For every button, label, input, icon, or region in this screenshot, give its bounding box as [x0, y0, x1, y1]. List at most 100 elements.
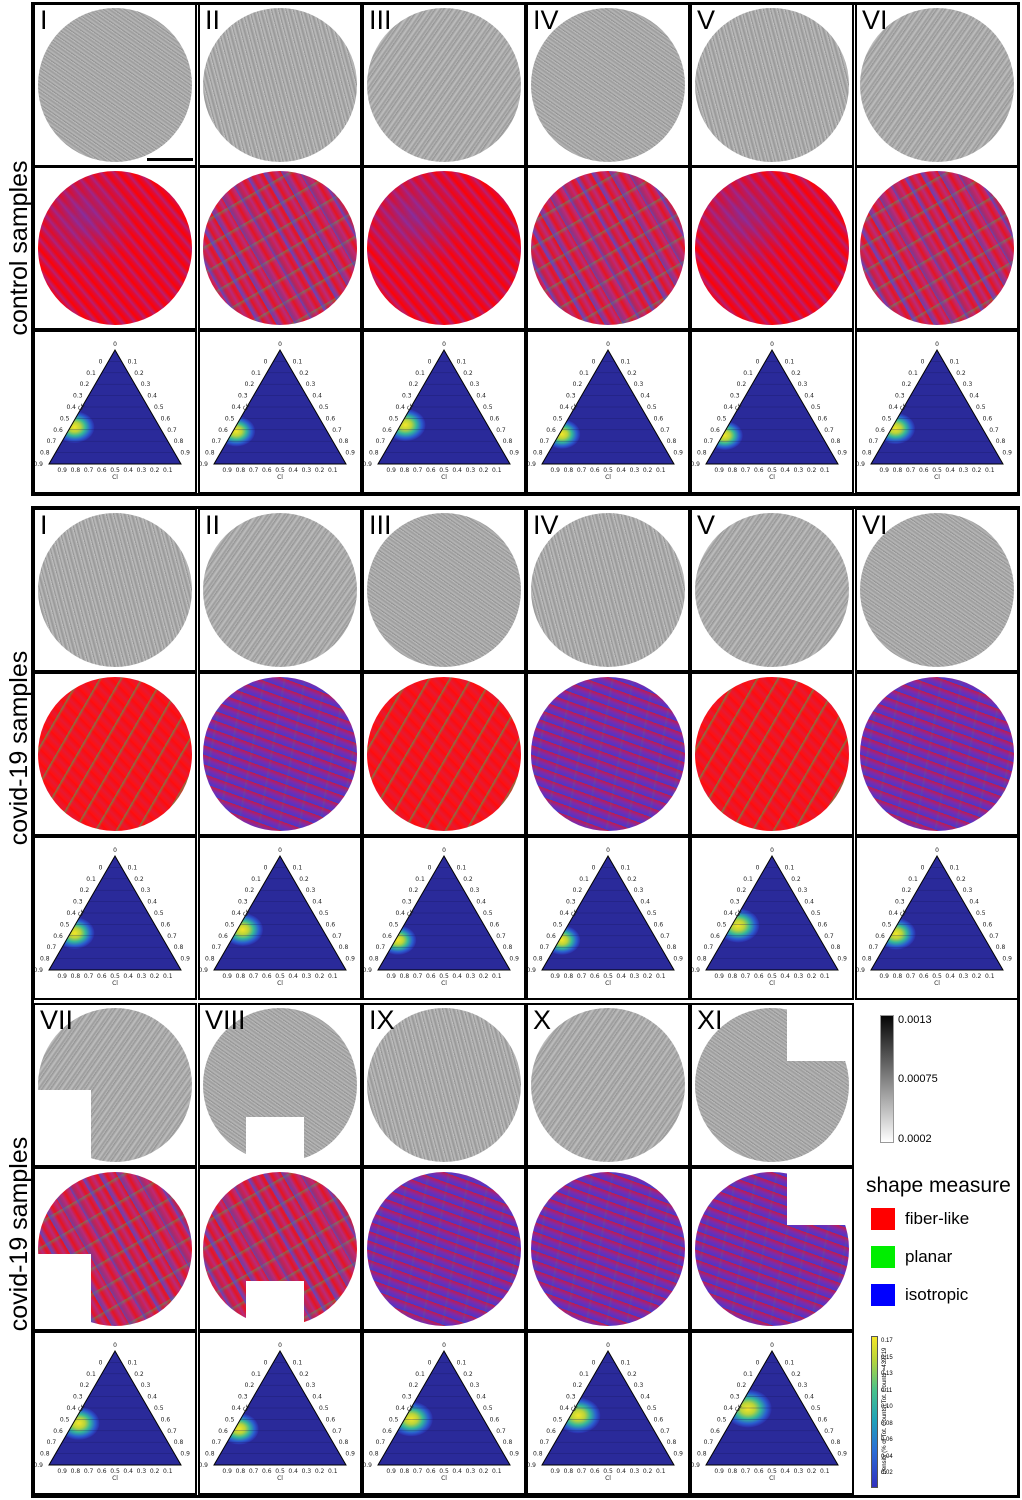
- tick-left: 0.7: [869, 438, 879, 445]
- axis-label-bottom: Cl: [441, 474, 447, 481]
- tick-bottom: 0.1: [820, 1468, 830, 1475]
- tick-left: 0.5: [717, 415, 727, 422]
- axis-label-left: Cs: [77, 1403, 87, 1413]
- axis-label-left: Cs: [406, 402, 416, 412]
- tick-right: 0.2: [627, 370, 637, 377]
- ternary-plot: 0.90.80.70.60.50.40.30.20.10.90.80.70.60…: [857, 341, 1012, 481]
- tick-left: 0.1: [415, 1371, 425, 1378]
- tick-right: 0.9: [673, 450, 683, 457]
- missing-region: [787, 1005, 852, 1061]
- tick-left: 0.7: [376, 944, 386, 951]
- axis-label-left: Cs: [570, 402, 580, 412]
- tick-right: 0.6: [161, 921, 171, 928]
- tick-left: 0.1: [86, 876, 96, 883]
- tick-bottom: 0.4: [123, 467, 133, 474]
- axis-label-bottom: Cl: [277, 1475, 283, 1482]
- shape-disk: [203, 677, 357, 831]
- tick-left: 0.1: [743, 370, 753, 377]
- tick-right: 0.6: [161, 415, 171, 422]
- tick-left: 0.8: [205, 956, 215, 963]
- tick-right: 0.3: [798, 1382, 808, 1389]
- density-tick: 0.08: [881, 1420, 893, 1427]
- tick-left: 0.4: [559, 1405, 569, 1412]
- tick-left: 0.5: [60, 921, 70, 928]
- shape-panel-covid_b-2: [362, 1167, 526, 1331]
- tick-left: 0: [99, 864, 103, 871]
- tick-bottom: 0.5: [110, 973, 120, 980]
- tick-left: 0.2: [573, 887, 583, 894]
- ct-disk: [203, 513, 357, 667]
- ternary-plot: 0.90.80.70.60.50.40.30.20.10.90.80.70.60…: [528, 1342, 683, 1482]
- axis-label-bottom: Cl: [934, 474, 940, 481]
- tick-right: 0.3: [798, 887, 808, 894]
- tick-right: 0.3: [470, 887, 480, 894]
- tick-bottom: 0.4: [945, 973, 955, 980]
- ternary-panel-covid_b-4: 0.90.80.70.60.50.40.30.20.10.90.80.70.60…: [690, 1331, 854, 1495]
- tick-left: 0.8: [533, 450, 543, 457]
- tick-bottom: 0.6: [426, 1468, 436, 1475]
- grey-panel-control-3: IV: [526, 3, 690, 167]
- shape-panel-covid_a-0: [33, 672, 197, 836]
- tick-right: 0.8: [174, 1439, 184, 1446]
- tick-bottom: 0.5: [603, 467, 613, 474]
- tick-right: 0.4: [969, 393, 979, 400]
- ct-disk: [531, 8, 685, 162]
- tick-left: 0.9: [364, 461, 372, 468]
- tick-bottom: 0.3: [302, 1468, 312, 1475]
- tick-left: 0.1: [251, 370, 261, 377]
- tick-left: 0.9: [857, 967, 865, 974]
- tick-right: 0.3: [141, 1382, 151, 1389]
- tick-right: 0.8: [996, 944, 1006, 951]
- tick-right: 0.8: [503, 1439, 513, 1446]
- tick-left: 0.5: [553, 921, 563, 928]
- tick-bottom: 0.4: [452, 467, 462, 474]
- tick-left: 0.3: [402, 393, 412, 400]
- tick-top: 0: [442, 341, 446, 348]
- tick-right: 0.6: [490, 921, 500, 928]
- tick-right: 0.3: [634, 1382, 644, 1389]
- tick-left: 0.2: [245, 1382, 255, 1389]
- tick-right: 0.8: [339, 438, 349, 445]
- grey-panel-covid_b-4: XI: [690, 1003, 854, 1167]
- tick-left: 0.9: [35, 967, 43, 974]
- tick-right: 0.3: [306, 1382, 316, 1389]
- tick-left: 0.5: [60, 415, 70, 422]
- tick-right: 0.1: [621, 1359, 631, 1366]
- tick-bottom: 0.5: [275, 1468, 285, 1475]
- tick-right: 0.6: [983, 415, 993, 422]
- tick-bottom: 0.9: [714, 973, 724, 980]
- tick-left: 0.3: [73, 1394, 83, 1401]
- tick-right: 0.9: [180, 956, 190, 963]
- shape-panel-control-5: [855, 166, 1019, 330]
- tick-right: 0.2: [463, 1371, 473, 1378]
- tick-left: 0.9: [528, 461, 536, 468]
- tick-top: 0: [113, 341, 117, 348]
- tick-right: 0.8: [667, 438, 677, 445]
- tick-left: 0.5: [60, 1416, 70, 1423]
- tick-bottom: 0.9: [550, 467, 560, 474]
- tick-bottom: 0.2: [315, 467, 325, 474]
- shape-disk: [860, 677, 1014, 831]
- tick-right: 0.7: [496, 427, 506, 434]
- ternary-panel-control-0: 0.90.80.70.60.50.40.30.20.10.90.80.70.60…: [33, 330, 197, 494]
- row-label-covid-a: covid-19 samples: [5, 650, 33, 846]
- tick-left: 0.4: [66, 910, 76, 917]
- tick-right: 0.3: [963, 381, 973, 388]
- sample-label: VII: [40, 1005, 74, 1035]
- density-tick: 0.17: [881, 1338, 893, 1344]
- tick-left: 0.6: [710, 1428, 720, 1435]
- tick-right: 0.9: [837, 956, 847, 963]
- tick-top: 0: [278, 341, 282, 348]
- sample-label: IV: [533, 5, 559, 35]
- ternary-outline: [870, 349, 1004, 465]
- tick-left: 0.4: [231, 404, 241, 411]
- density-tick: 0.06: [881, 1437, 893, 1443]
- tick-bottom: 0.8: [893, 973, 903, 980]
- ternary-outline: [705, 349, 839, 465]
- tick-right: 0.1: [457, 864, 467, 871]
- tick-bottom: 0.8: [728, 1468, 738, 1475]
- tick-right: 0.5: [319, 404, 329, 411]
- row-label-control: control samples: [5, 160, 33, 336]
- grey-panel-covid_a-0: I: [33, 508, 197, 672]
- ct-disk: [367, 513, 521, 667]
